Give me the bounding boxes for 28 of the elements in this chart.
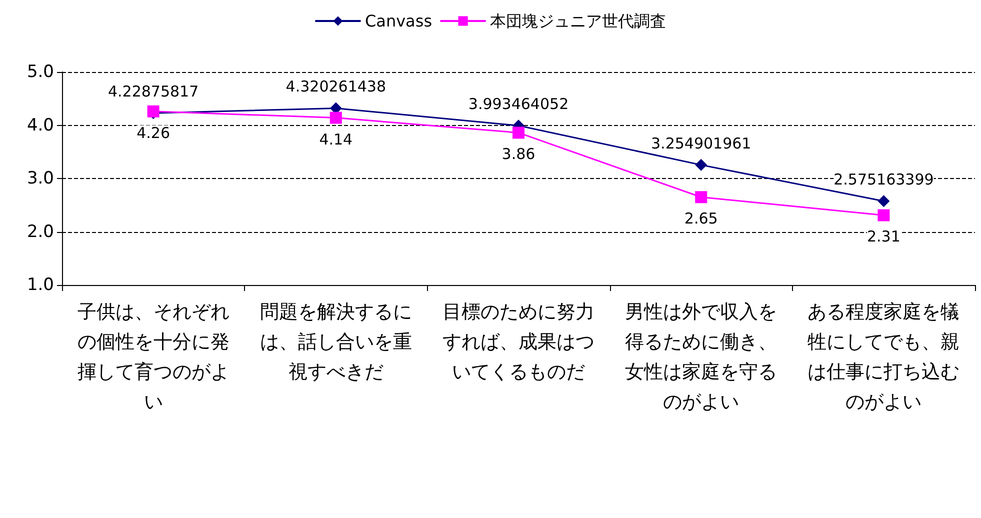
- x-tick-label: 子供は、それぞれの個性を十分に発揮して育つのがよい: [76, 300, 230, 415]
- y-tick-label: 2.0: [26, 222, 54, 242]
- x-tick-label: 目標のために努力すれば、成果はついてくるものだ: [441, 300, 596, 385]
- point: [878, 195, 890, 208]
- point: [878, 209, 890, 222]
- y-tick-label: 1.0: [26, 275, 54, 295]
- legend-label: 本団塊ジュニア世代調査: [490, 12, 666, 30]
- data-label: 4.22875817: [108, 82, 199, 101]
- data-label: 2.575163399: [834, 170, 934, 189]
- point: [695, 158, 708, 171]
- data-label: 3.993464052: [468, 95, 569, 114]
- data-label: 4.14: [319, 130, 353, 148]
- y-tick-label: 4.0: [26, 115, 54, 136]
- y-tick-label: 3.0: [26, 168, 54, 188]
- data-label: 2.31: [866, 228, 900, 246]
- legend-label: Canvass: [364, 12, 432, 30]
- data-label: 2.65: [684, 210, 718, 228]
- point: [330, 112, 342, 124]
- x-tick-label: 問題を解決するには、話し合いを重視すべきだ: [258, 300, 413, 385]
- x-tick-label: 男性は外で収入を得るために働き、女性は家庭を守るのがよい: [624, 300, 778, 415]
- point: [695, 191, 708, 204]
- data-label: 4.320261438: [286, 78, 386, 96]
- data-label: 4.26: [136, 124, 170, 142]
- point: [512, 126, 524, 139]
- y-tick-label: 5.0: [26, 62, 54, 82]
- x-tick-label: ある程度家庭を犠牲にしてでも、親は仕事に打ち込むのがよい: [806, 300, 961, 415]
- data-label: 3.254901961: [651, 134, 752, 152]
- data-label: 3.86: [502, 145, 536, 164]
